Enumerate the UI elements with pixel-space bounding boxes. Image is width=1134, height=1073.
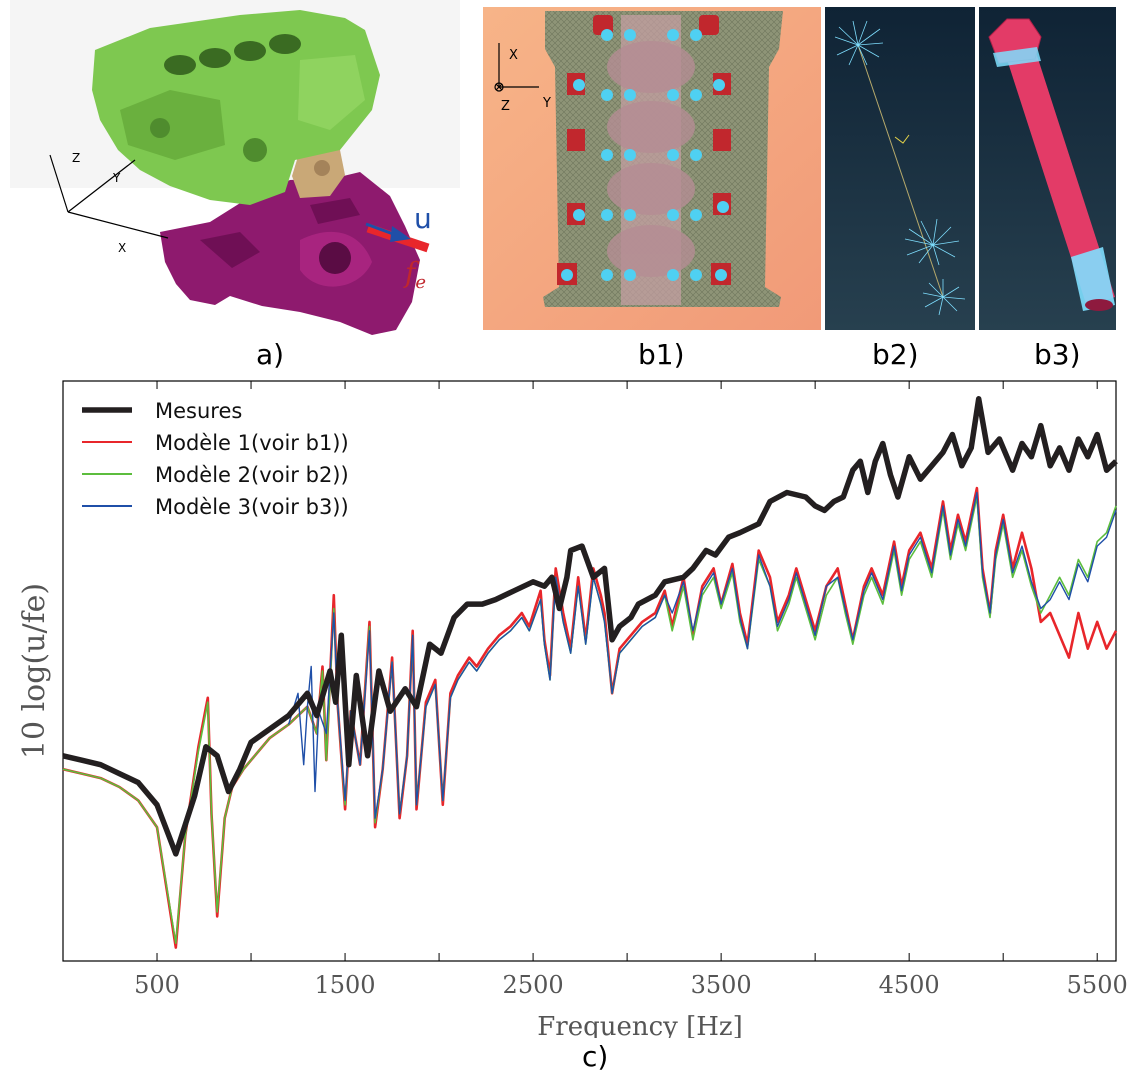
legend-label: Modèle 1(voir b1)) [155, 431, 349, 455]
bolt-heads [561, 29, 729, 281]
b1-axis-x-label: X [509, 48, 518, 63]
x-tick-label: 1500 [315, 971, 376, 999]
gearbox-housing [160, 172, 420, 335]
panel-b1-label: b1) [638, 338, 685, 371]
y-axis-label: 10 log(u/fe) [17, 583, 52, 759]
panel-c-label: c) [582, 1040, 609, 1073]
axes-triad-b1 [494, 43, 539, 92]
b1-axis-z-label: Z [501, 99, 510, 114]
axis-z-label: Z [72, 151, 80, 165]
u-arrow-head [390, 226, 411, 242]
fe-sub: e [415, 272, 426, 293]
bolted-block-mesh-b1: X Z Y [483, 7, 821, 330]
panel-b2 [825, 7, 975, 330]
series-line-0 [62, 396, 1118, 857]
bolt-washer [993, 47, 1041, 67]
bolt-thread-mesh [1071, 247, 1115, 311]
frame-marker [894, 134, 910, 144]
displacement-arrow [365, 222, 397, 237]
spider-bottom [922, 279, 966, 316]
frequency-response-chart: 500 1500 2500 3500 4500 5500 Frequency [Hz] 1… [17, 380, 1128, 1038]
beam-bolt-model-b2 [825, 7, 975, 330]
series-lines [62, 396, 1118, 949]
plot-area [62, 380, 1117, 962]
axes-triad-a [49, 154, 169, 239]
panel-a: u fe Z Y X [0, 0, 470, 340]
axis-y-label: Y [112, 171, 121, 185]
legend-label: Modèle 3(voir b3)) [155, 495, 349, 519]
b1-axis-y-label: Y [542, 96, 551, 111]
panel-b3 [979, 7, 1116, 330]
x-tick-label: 4500 [879, 971, 940, 999]
panel-b3-label: b3) [1034, 338, 1081, 371]
spider-mid [904, 218, 960, 266]
x-axis-label: Frequency [Hz] [537, 1012, 743, 1038]
x-tick-label: 500 [134, 971, 180, 999]
x-tick-label: 3500 [691, 971, 752, 999]
series-line-3 [287, 491, 1117, 819]
crank-bores [607, 41, 695, 277]
panel-a-label: a) [256, 338, 285, 371]
fe-label: fe [403, 256, 426, 293]
bolt-tip [1085, 299, 1113, 311]
u-label: u [414, 202, 432, 235]
engine-block [92, 10, 380, 205]
panel-b1: X Z Y [483, 7, 821, 330]
solid-bolt-model-b3 [979, 7, 1116, 330]
tick-marks [62, 381, 1098, 961]
axis-x-label: X [118, 241, 126, 255]
bolt-shank [1003, 37, 1115, 307]
engine-assembly-illustration: u fe Z Y X [10, 0, 460, 335]
x-tick-label: 2500 [503, 971, 564, 999]
legend-label: Mesures [155, 399, 242, 423]
spider-top [834, 20, 884, 66]
x-tick-labels: 500 1500 2500 3500 4500 5500 [134, 971, 1128, 999]
legend: Mesures Modèle 1(voir b1)) Modèle 2(voir b… [82, 399, 349, 519]
legend-label: Modèle 2(voir b2)) [155, 463, 349, 487]
panel-b2-label: b2) [872, 338, 919, 371]
x-tick-label: 5500 [1067, 971, 1128, 999]
